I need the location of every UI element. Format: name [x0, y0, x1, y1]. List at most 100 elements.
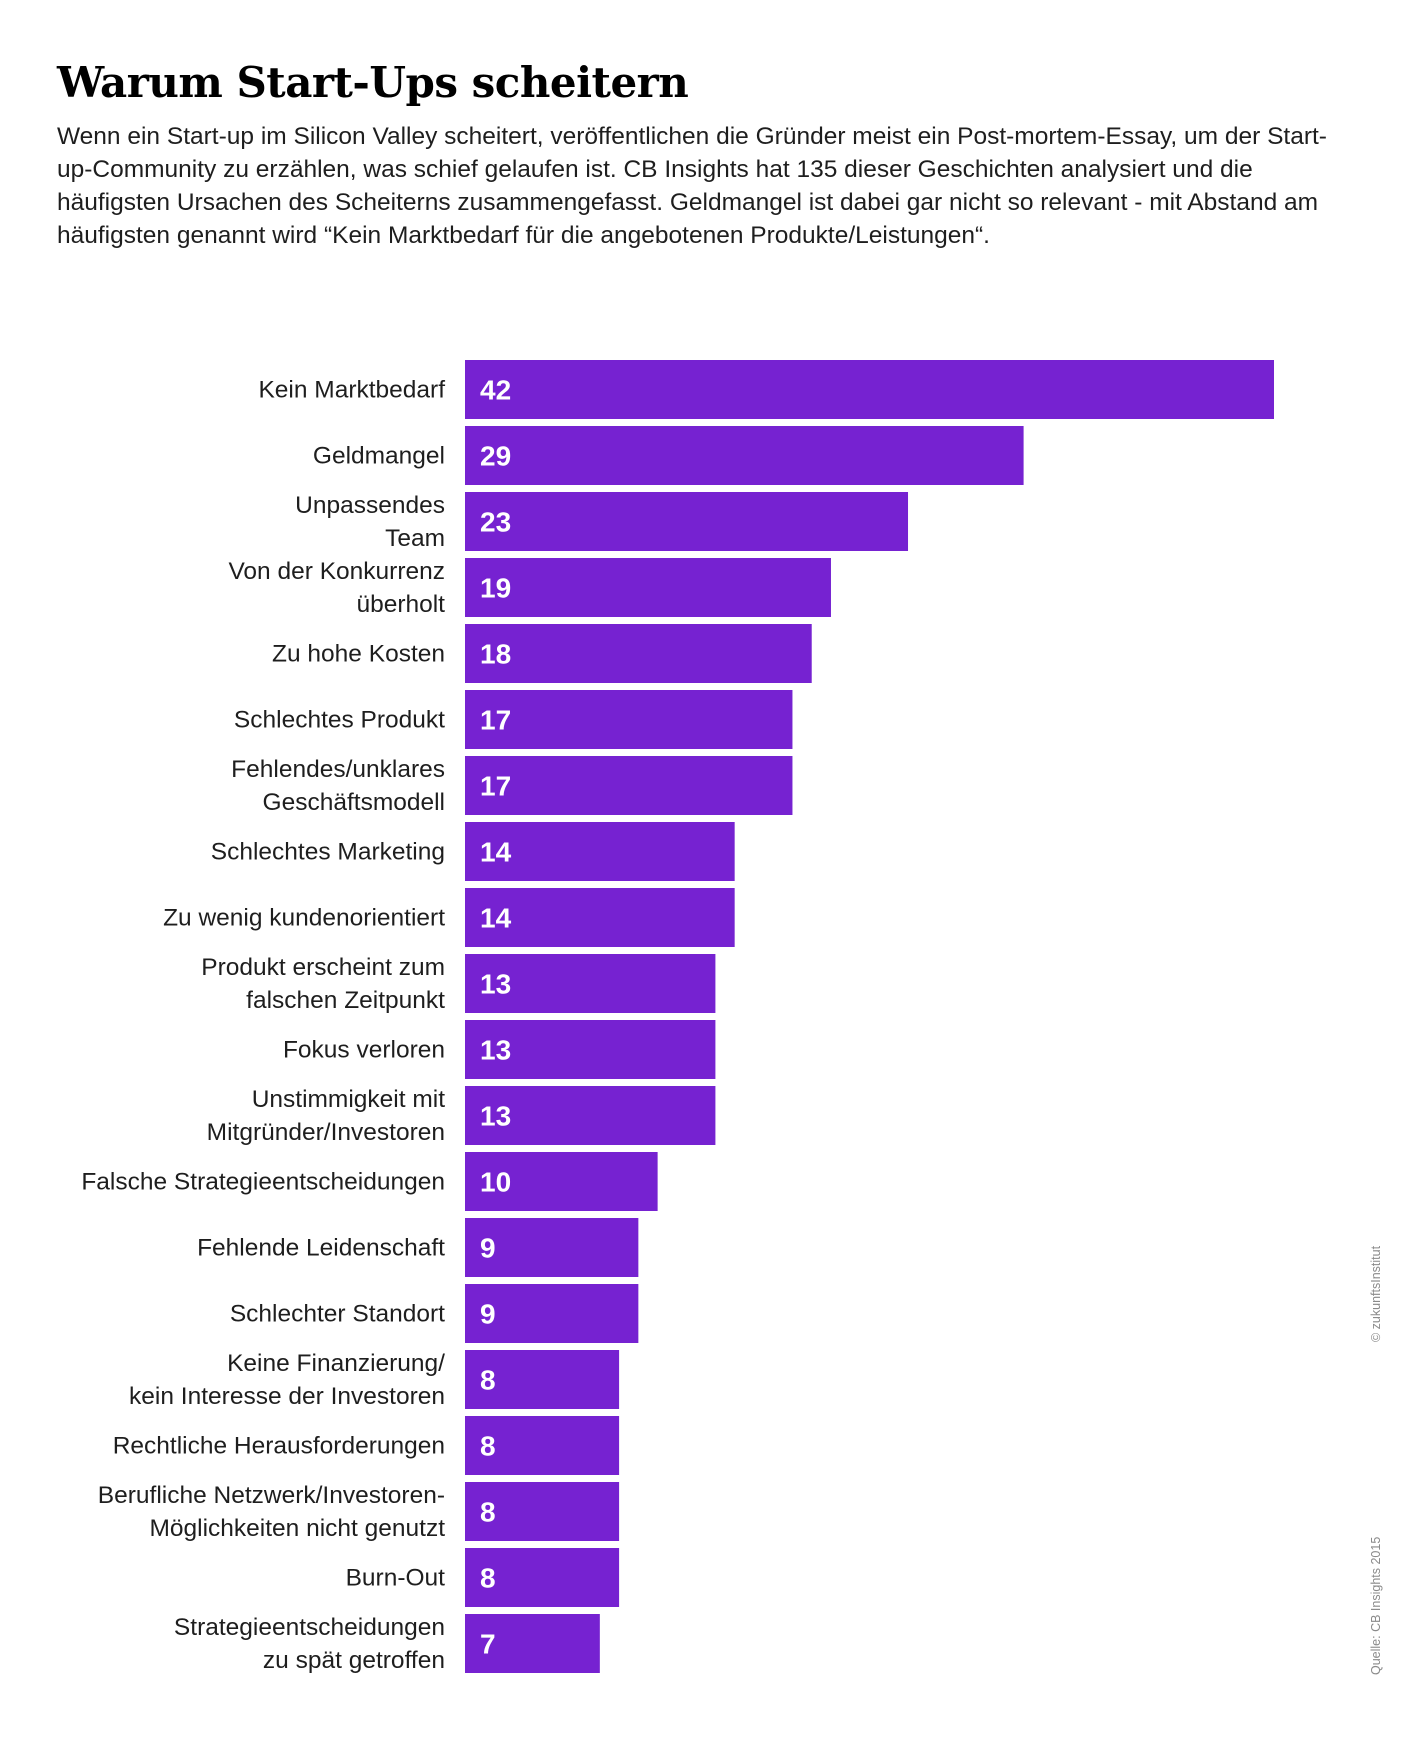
bar-row: 23 Unpassendes Team — [295, 492, 909, 552]
bar-chart: 42 Kein Marktbedarf 29 Geldmangel 23 Unpassen… — [81, 360, 1274, 1674]
bar-value-label: 8 — [480, 1563, 496, 1594]
category-label: Zu hohe Kosten — [272, 641, 445, 668]
bar — [465, 1482, 620, 1541]
bar-value-label: 17 — [480, 771, 511, 802]
bar-row: 10 Falsche Strategieentscheidungen — [81, 1152, 658, 1211]
category-label-line: Fokus verloren — [283, 1037, 445, 1064]
category-label: Unstimmigkeit mit Mitgründer/Investoren — [207, 1086, 446, 1146]
bar — [465, 822, 735, 881]
bar-row: 14 Zu wenig kundenorientiert — [163, 888, 735, 947]
category-label-line: Schlechter Standort — [230, 1301, 445, 1328]
bar — [465, 558, 831, 617]
bar-value-label: 14 — [480, 837, 512, 868]
bar-value-label: 9 — [480, 1299, 496, 1330]
bar-value-label: 10 — [480, 1167, 511, 1198]
category-label: Von der Konkurrenz überholt — [228, 558, 445, 618]
bar-value-label: 8 — [480, 1431, 496, 1462]
category-label-line: Zu hohe Kosten — [272, 641, 445, 668]
bar — [465, 426, 1024, 485]
bar-value-label: 7 — [480, 1629, 496, 1660]
bar-value-label: 8 — [480, 1365, 496, 1396]
category-label: Schlechtes Marketing — [211, 839, 445, 866]
category-label-line: Schlechtes Marketing — [211, 839, 445, 866]
bar — [465, 1416, 620, 1475]
category-label-line: kein Interesse der Investoren — [129, 1383, 445, 1410]
category-label-line: Zu wenig kundenorientiert — [163, 905, 445, 932]
bar-row: 7 Strategieentscheidungen zu spät getroffe… — [174, 1614, 600, 1674]
bar-row: 8 Burn-Out — [346, 1548, 620, 1607]
category-label: Schlechter Standort — [230, 1301, 445, 1328]
category-label-line: Fehlende Leidenschaft — [197, 1235, 445, 1262]
bar-value-label: 9 — [480, 1233, 496, 1264]
bar — [465, 1284, 639, 1343]
category-label-line: Geldmangel — [313, 443, 445, 470]
category-label-line: Burn-Out — [346, 1565, 446, 1592]
bar — [465, 360, 1274, 419]
bar-value-label: 13 — [480, 1035, 511, 1066]
category-label-line: Keine Finanzierung/ — [227, 1350, 445, 1377]
category-label: Rechtliche Herausforderungen — [113, 1433, 445, 1460]
bar-value-label: 13 — [480, 1101, 511, 1132]
category-label: Kein Marktbedarf — [258, 377, 445, 404]
bar-row: 13 Fokus verloren — [283, 1020, 716, 1079]
category-label-line: Berufliche Netzwerk/Investoren- — [98, 1482, 445, 1509]
category-label: Burn-Out — [346, 1565, 446, 1592]
bar-value-label: 19 — [480, 573, 511, 604]
category-label-line: Produkt erscheint zum — [201, 954, 445, 981]
bar — [465, 1218, 639, 1277]
bar — [465, 1548, 620, 1607]
bar — [465, 1350, 620, 1409]
category-label: Schlechtes Produkt — [234, 707, 445, 734]
bar-row: 17 Schlechtes Produkt — [234, 690, 793, 749]
category-label-line: Geschäftsmodell — [263, 789, 445, 816]
bar-value-label: 18 — [480, 639, 511, 670]
category-label-line: Von der Konkurrenz — [228, 558, 445, 585]
bar-value-label: 14 — [480, 903, 512, 934]
bar-value-label: 23 — [480, 507, 511, 538]
bar-row: 8 Rechtliche Herausforderungen — [113, 1416, 620, 1475]
bar — [465, 1020, 716, 1079]
category-label: Fehlendes/unklares Geschäftsmodell — [231, 756, 445, 816]
bar-row: 42 Kein Marktbedarf — [258, 360, 1274, 419]
category-label-line: überholt — [356, 591, 445, 618]
category-label: Unpassendes Team — [295, 492, 445, 552]
bar — [465, 492, 909, 551]
category-label: Berufliche Netzwerk/Investoren- Möglichke… — [98, 1482, 445, 1542]
bar-value-label: 8 — [480, 1497, 496, 1528]
category-label: Fokus verloren — [283, 1037, 445, 1064]
bar — [465, 756, 793, 815]
bar — [465, 1152, 658, 1211]
bar-row: 14 Schlechtes Marketing — [211, 822, 735, 881]
category-label-line: Unpassendes — [295, 492, 445, 519]
bar — [465, 1614, 600, 1673]
bar — [465, 690, 793, 749]
bar-row: 8 Berufliche Netzwerk/Investoren- Möglichk… — [98, 1482, 620, 1542]
category-label: Produkt erscheint zum falschen Zeitpunkt — [201, 954, 445, 1014]
category-label-line: Rechtliche Herausforderungen — [113, 1433, 445, 1460]
bar-row: 8 Keine Finanzierung/kein Interesse der I… — [129, 1350, 620, 1410]
category-label: Falsche Strategieentscheidungen — [81, 1169, 445, 1196]
chart-title: Warum Start-Ups scheitern — [57, 58, 689, 107]
bar-row: 29 Geldmangel — [313, 426, 1024, 485]
bar-row: 9 Fehlende Leidenschaft — [197, 1218, 639, 1277]
source-credit: Quelle: CB Insights 2015 — [1369, 1536, 1383, 1675]
category-label: Zu wenig kundenorientiert — [163, 905, 445, 932]
bar-row: 18 Zu hohe Kosten — [272, 624, 812, 683]
category-label-line: Unstimmigkeit mit — [252, 1086, 445, 1113]
category-label-line: Strategieentscheidungen — [174, 1614, 445, 1641]
bar — [465, 954, 716, 1013]
chart-subtitle: Wenn ein Start-up im Silicon Valley sche… — [57, 123, 1327, 249]
category-label-line: Team — [385, 525, 445, 552]
copyright-credit: © zukunftsInstitut — [1369, 1245, 1383, 1342]
category-label-line: Schlechtes Produkt — [234, 707, 445, 734]
category-label: Strategieentscheidungen zu spät getroffen — [174, 1614, 445, 1674]
category-label-line: Mitgründer/Investoren — [207, 1119, 445, 1146]
category-label-line: Möglichkeiten nicht genutzt — [149, 1515, 445, 1542]
bar-value-label: 13 — [480, 969, 511, 1000]
category-label: Geldmangel — [313, 443, 445, 470]
bar-row: 9 Schlechter Standort — [230, 1284, 639, 1343]
category-label-line: falschen Zeitpunkt — [246, 987, 445, 1014]
category-label-line: Kein Marktbedarf — [258, 377, 445, 404]
bar-row: 19 Von der Konkurrenz überholt — [228, 558, 831, 618]
category-label-line: Fehlendes/unklares — [231, 756, 445, 783]
